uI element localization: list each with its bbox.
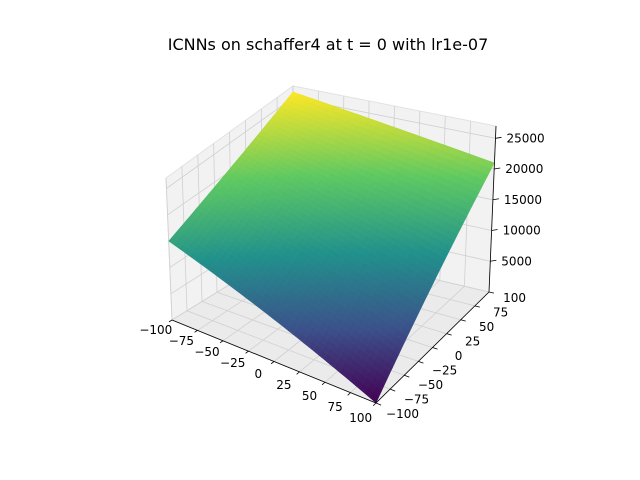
y-tick-label: 25 <box>465 334 480 348</box>
z-tick-label: 10000 <box>503 224 541 238</box>
x-tick-label: −25 <box>220 356 245 370</box>
x-tick-mark <box>194 330 198 333</box>
x-tick-label: −100 <box>139 323 172 337</box>
z-tick-mark <box>494 167 501 170</box>
x-tick-mark <box>245 350 249 354</box>
y-tick-mark <box>418 360 424 364</box>
y-tick-mark <box>404 374 410 378</box>
z-tick-mark <box>491 229 498 231</box>
y-tick-mark <box>389 388 396 392</box>
z-tick-mark <box>495 136 502 139</box>
x-tick-mark <box>296 371 300 375</box>
z-tick-label: 5000 <box>501 254 532 268</box>
y-tick-label: −50 <box>418 378 443 392</box>
x-tick-mark <box>219 340 224 344</box>
x-tick-label: 0 <box>254 367 262 381</box>
z-tick-label: 25000 <box>507 131 545 145</box>
x-tick-label: 100 <box>349 411 372 425</box>
y-tick-label: −100 <box>386 407 419 421</box>
y-tick-mark <box>474 305 480 308</box>
z-tick-mark <box>490 259 497 262</box>
x-axis-ticks: −100−75−50−25 0 25 50 75 100 <box>139 319 377 425</box>
z-axis-ticks: 5000 10000 15000 20000 25000 <box>490 131 545 268</box>
chart-title: ICNNs on schaffer4 at t = 0 with lr1e-07 <box>168 35 489 54</box>
x-tick-mark <box>270 361 275 365</box>
x-tick-label: 50 <box>302 389 317 403</box>
surface-plot <box>168 91 495 404</box>
y-tick-label: 75 <box>493 306 508 320</box>
z-axis-line <box>488 125 497 293</box>
y-tick-mark <box>460 319 466 322</box>
x-tick-label: −75 <box>169 334 194 348</box>
y-tick-label: −25 <box>432 363 457 377</box>
x-tick-mark <box>321 381 326 386</box>
x-tick-mark <box>347 392 351 396</box>
y-tick-mark <box>446 333 452 336</box>
z-tick-label: 15000 <box>504 193 542 207</box>
z-tick-label: 20000 <box>505 162 543 176</box>
y-gridline <box>181 166 391 390</box>
x-tick-mark <box>372 402 377 407</box>
x-tick-mark <box>168 319 173 323</box>
y-tick-mark <box>488 291 495 294</box>
x-tick-label: 75 <box>327 400 342 414</box>
surface-cell <box>370 392 380 404</box>
y-tick-mark <box>375 402 382 406</box>
y-tick-mark <box>432 347 438 350</box>
y-tick-label: −75 <box>404 392 429 406</box>
z-tick-mark <box>492 198 499 201</box>
y-tick-label: 100 <box>503 291 526 305</box>
y-tick-label: 0 <box>455 349 463 363</box>
x-tick-label: 25 <box>276 378 291 392</box>
y-tick-label: 50 <box>479 320 494 334</box>
x-tick-label: −50 <box>194 345 219 359</box>
